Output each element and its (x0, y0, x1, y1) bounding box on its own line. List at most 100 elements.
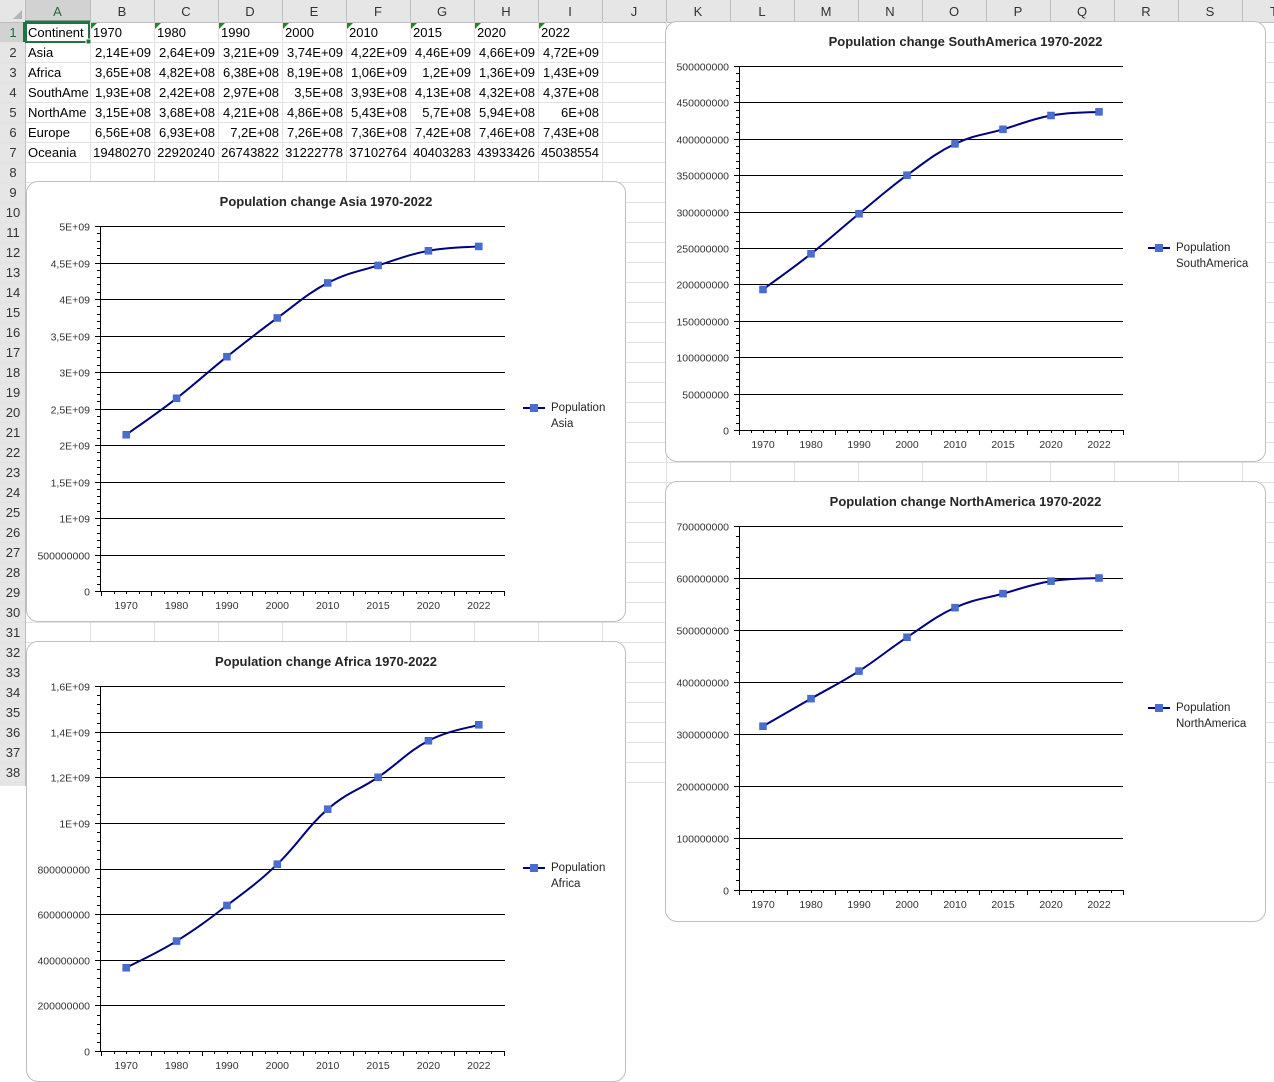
cell[interactable]: 31222778 (285, 145, 343, 160)
column-header-l[interactable]: L (758, 4, 765, 19)
chart-southamerica[interactable]: Population change SouthAmerica 1970-2022… (665, 21, 1266, 462)
data-point-marker[interactable] (999, 589, 1007, 598)
row-header-27[interactable]: 27 (6, 545, 20, 560)
column-header-g[interactable]: G (437, 4, 447, 19)
cell[interactable]: 43933426 (477, 145, 535, 160)
cell[interactable]: 1,06E+09 (351, 65, 407, 80)
cell[interactable]: 1990 (221, 25, 250, 40)
fill-handle[interactable] (85, 38, 92, 45)
data-point-marker[interactable] (855, 210, 863, 218)
cell[interactable]: Asia (28, 45, 54, 60)
cell[interactable]: 4,86E+08 (287, 105, 343, 120)
data-point-marker[interactable] (1095, 108, 1103, 116)
error-indicator-icon[interactable] (219, 23, 225, 29)
row-header-18[interactable]: 18 (6, 365, 20, 380)
data-point-marker[interactable] (374, 773, 382, 781)
data-point-marker[interactable] (172, 394, 181, 403)
row-header-34[interactable]: 34 (6, 685, 20, 700)
data-point-marker[interactable] (122, 431, 130, 439)
cell[interactable]: 2015 (413, 25, 442, 40)
column-header-j[interactable]: J (631, 4, 638, 19)
row-header-12[interactable]: 12 (6, 245, 20, 260)
cell[interactable]: 4,21E+08 (223, 105, 279, 120)
row-header-15[interactable]: 15 (6, 305, 20, 320)
column-header-a[interactable]: A (53, 4, 62, 19)
data-point-marker[interactable] (759, 722, 767, 730)
row-header-35[interactable]: 35 (6, 705, 20, 720)
column-header-p[interactable]: P (1014, 4, 1023, 19)
row-header-37[interactable]: 37 (6, 745, 20, 760)
cell[interactable]: 40403283 (413, 145, 471, 160)
cell[interactable]: 2010 (349, 25, 378, 40)
cell[interactable]: 3,21E+09 (223, 45, 279, 60)
cell[interactable]: 26743822 (221, 145, 279, 160)
error-indicator-icon[interactable] (411, 23, 417, 29)
row-header-32[interactable]: 32 (6, 645, 20, 660)
column-header-e[interactable]: E (310, 4, 319, 19)
cell[interactable]: Europe (28, 125, 70, 140)
column-header-m[interactable]: M (821, 4, 832, 19)
data-point-marker[interactable] (951, 140, 959, 148)
row-header-21[interactable]: 21 (6, 425, 20, 440)
row-header-11[interactable]: 11 (6, 225, 20, 240)
row-header-29[interactable]: 29 (6, 585, 20, 600)
data-point-marker[interactable] (951, 603, 959, 612)
row-header-22[interactable]: 22 (6, 445, 20, 460)
row-header-10[interactable]: 10 (6, 205, 20, 220)
column-header-s[interactable]: S (1206, 4, 1215, 19)
cell[interactable]: 7,36E+08 (351, 125, 407, 140)
cell[interactable]: 1,93E+08 (95, 85, 151, 100)
cell[interactable]: NorthAme (28, 105, 87, 120)
row-header-8[interactable]: 8 (9, 165, 16, 180)
data-point-marker[interactable] (323, 279, 332, 287)
error-indicator-icon[interactable] (91, 23, 97, 29)
data-point-marker[interactable] (807, 694, 815, 703)
cell[interactable]: 7,43E+08 (543, 125, 599, 140)
error-indicator-icon[interactable] (155, 23, 161, 29)
data-point-marker[interactable] (273, 314, 282, 322)
column-header-h[interactable]: H (501, 4, 510, 19)
data-point-marker[interactable] (172, 937, 181, 945)
cell[interactable]: 1980 (157, 25, 186, 40)
cell[interactable]: 45038554 (541, 145, 599, 160)
cell[interactable]: 1,36E+09 (479, 65, 535, 80)
series-line[interactable] (762, 110, 1100, 291)
data-point-marker[interactable] (424, 247, 433, 255)
row-header-2[interactable]: 2 (9, 45, 16, 60)
data-point-marker[interactable] (855, 667, 863, 675)
cell[interactable]: 1,2E+09 (422, 65, 471, 80)
cell[interactable]: 3,65E+08 (95, 65, 151, 80)
row-header-14[interactable]: 14 (6, 285, 20, 300)
cell[interactable]: 6,56E+08 (95, 125, 151, 140)
cell[interactable]: 4,66E+09 (479, 45, 535, 60)
cell[interactable]: 2,14E+09 (95, 45, 151, 60)
cell[interactable]: 5,94E+08 (479, 105, 535, 120)
chart-africa[interactable]: Population change Africa 1970-2022 0 2000… (26, 641, 626, 1082)
cell[interactable]: 1970 (93, 25, 122, 40)
data-point-marker[interactable] (223, 352, 231, 361)
column-header-t[interactable]: T (1270, 4, 1274, 19)
row-header-31[interactable]: 31 (6, 625, 20, 640)
data-point-marker[interactable] (1047, 577, 1055, 585)
cell[interactable]: 2022 (541, 25, 570, 40)
data-point-marker[interactable] (424, 737, 433, 745)
column-header-k[interactable]: K (694, 4, 703, 19)
row-header-23[interactable]: 23 (6, 465, 20, 480)
cell[interactable]: 3,74E+09 (287, 45, 343, 60)
error-indicator-icon[interactable] (347, 23, 353, 29)
cell[interactable]: 7,26E+08 (287, 125, 343, 140)
row-header-38[interactable]: 38 (6, 765, 20, 780)
cell[interactable]: Continent (28, 25, 84, 40)
data-point-marker[interactable] (759, 285, 767, 294)
column-header-o[interactable]: O (949, 4, 959, 19)
chart-asia[interactable]: Population change Asia 1970-2022 0 500000… (26, 181, 626, 622)
cell[interactable]: 6,38E+08 (223, 65, 279, 80)
cell[interactable]: 3,15E+08 (95, 105, 151, 120)
cell[interactable]: 7,46E+08 (479, 125, 535, 140)
row-header-17[interactable]: 17 (6, 345, 20, 360)
cell[interactable]: SouthAme (28, 85, 89, 100)
cell[interactable]: 5,7E+08 (422, 105, 471, 120)
row-header-33[interactable]: 33 (6, 665, 20, 680)
cell[interactable]: 4,32E+08 (479, 85, 535, 100)
data-point-marker[interactable] (374, 261, 382, 270)
